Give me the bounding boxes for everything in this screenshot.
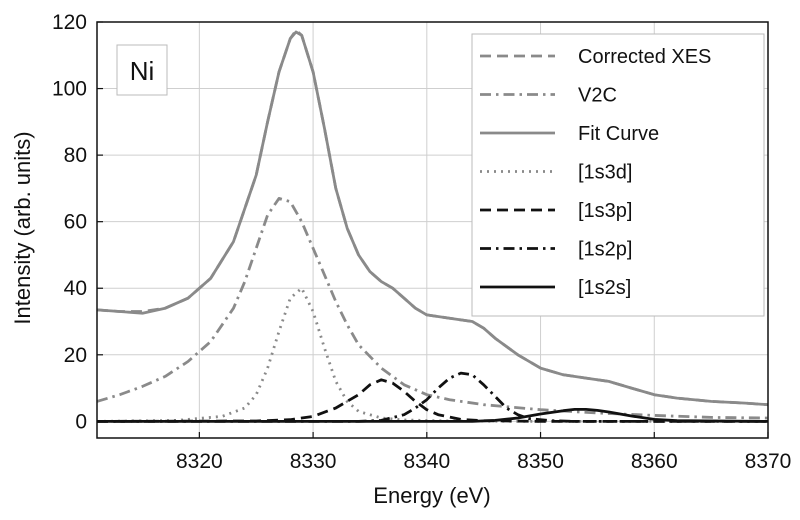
series-line-1s3p: [97, 378, 768, 423]
x-tick-label: 8320: [176, 450, 223, 473]
y-tick-label: 40: [64, 277, 87, 300]
legend-label: [1s3d]: [578, 162, 632, 184]
y-tick-label: 60: [64, 211, 87, 234]
legend: Corrected XES V2C Fit Curve [1s3d] [1s3p] [1s…: [471, 33, 765, 317]
y-tick-label: 120: [52, 11, 87, 34]
y-tick-label: 0: [75, 410, 87, 433]
element-label: Ni: [130, 56, 155, 86]
axis-ticks: 8320 8330 8340 8350 8360 8370 0 20 40 60 80 100 120: [52, 11, 791, 473]
y-tick-label: 100: [52, 78, 87, 101]
series-lines: [97, 28, 768, 423]
x-tick-label: 8360: [631, 450, 678, 473]
y-tick-label: 80: [64, 144, 87, 167]
legend-label: Corrected XES: [578, 46, 711, 68]
x-tick-label: 8350: [517, 450, 564, 473]
y-tick-label: 20: [64, 344, 87, 367]
plot-frame: [96, 21, 769, 439]
series-line-corrected-xes: [97, 28, 768, 407]
series-line-1s2s: [97, 408, 768, 423]
element-label-box: Ni: [116, 44, 168, 96]
legend-label: [1s3p]: [578, 200, 632, 222]
legend-label: Fit Curve: [578, 123, 659, 145]
y-axis-title: Intensity (arb. units): [10, 131, 35, 324]
x-tick-label: 8340: [403, 450, 450, 473]
legend-label: [1s2p]: [578, 239, 632, 261]
x-axis-title: Energy (eV): [373, 483, 490, 508]
legend-label: V2C: [578, 85, 617, 107]
legend-label: [1s2s]: [578, 277, 631, 299]
x-tick-label: 8330: [290, 450, 337, 473]
legend-box: [471, 33, 765, 317]
x-tick-label: 8370: [745, 450, 792, 473]
series-line-1s2p: [97, 371, 768, 423]
